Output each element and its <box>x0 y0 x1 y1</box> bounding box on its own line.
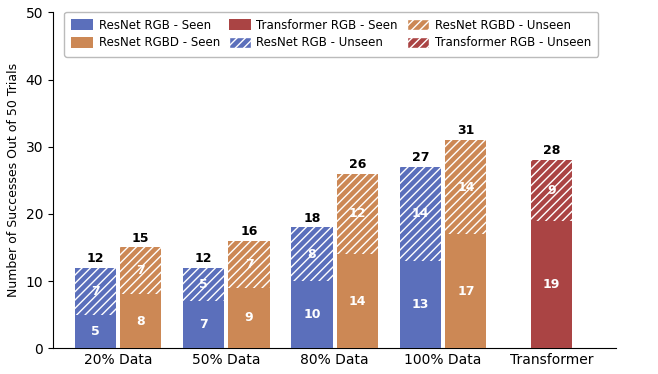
Text: 8: 8 <box>307 248 316 261</box>
Text: 5: 5 <box>199 278 208 291</box>
Text: 15: 15 <box>132 232 149 245</box>
Bar <box>531 221 572 348</box>
Bar <box>74 268 116 315</box>
Text: 13: 13 <box>412 298 429 311</box>
Bar <box>183 301 224 348</box>
Text: 7: 7 <box>136 264 145 278</box>
Bar <box>337 254 378 348</box>
Text: 27: 27 <box>411 151 429 164</box>
Text: 10: 10 <box>303 308 320 321</box>
Bar <box>120 294 161 348</box>
Text: 9: 9 <box>547 184 556 197</box>
Bar <box>399 167 441 261</box>
Text: 26: 26 <box>349 158 366 171</box>
Bar <box>445 234 486 348</box>
Text: 12: 12 <box>86 252 104 265</box>
Text: 7: 7 <box>245 258 253 271</box>
Text: 18: 18 <box>303 212 320 225</box>
Text: 5: 5 <box>91 325 99 338</box>
Text: 28: 28 <box>543 144 560 157</box>
Bar <box>228 288 270 348</box>
Legend: ResNet RGB - Seen, ResNet RGBD - Seen, Transformer RGB - Seen, ResNet RGB - Unse: ResNet RGB - Seen, ResNet RGBD - Seen, T… <box>64 12 598 56</box>
Bar <box>228 241 270 288</box>
Bar <box>445 140 486 234</box>
Text: 17: 17 <box>457 285 474 298</box>
Text: 12: 12 <box>349 208 367 220</box>
Text: 12: 12 <box>195 252 213 265</box>
Text: 19: 19 <box>543 278 560 291</box>
Bar <box>337 174 378 254</box>
Text: 8: 8 <box>136 315 145 328</box>
Text: 14: 14 <box>457 181 474 193</box>
Bar <box>183 268 224 301</box>
Bar <box>399 261 441 348</box>
Text: 16: 16 <box>240 225 258 238</box>
Text: 7: 7 <box>91 285 99 298</box>
Text: 31: 31 <box>457 124 474 137</box>
Bar <box>531 160 572 221</box>
Text: 14: 14 <box>411 208 429 220</box>
Bar <box>120 248 161 294</box>
Text: 7: 7 <box>199 318 208 331</box>
Text: 9: 9 <box>245 312 253 325</box>
Bar <box>291 227 332 281</box>
Y-axis label: Number of Successes Out of 50 Trials: Number of Successes Out of 50 Trials <box>7 63 20 297</box>
Bar <box>291 281 332 348</box>
Bar <box>74 315 116 348</box>
Text: 14: 14 <box>349 295 367 308</box>
